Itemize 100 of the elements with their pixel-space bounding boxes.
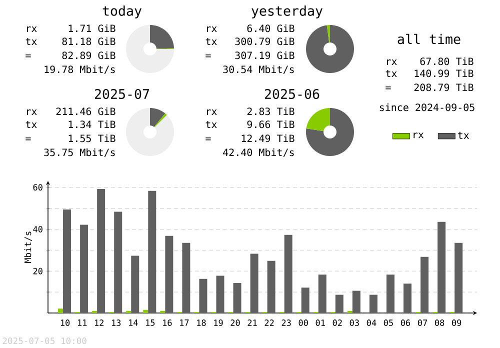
y-tick-label: 20 [33,268,42,274]
bar [182,242,190,314]
chart-title: 2025-06 [264,88,320,100]
text: = [206,54,211,58]
bar [284,234,292,314]
text: rx [26,26,37,32]
text: rx [26,109,37,115]
text: rx [206,26,217,32]
x-tick-label: 05 [384,320,393,326]
y-axis-title: Mbit/s [24,232,32,263]
bar [386,274,394,314]
bar [250,254,258,314]
x-tick-label: 17 [180,320,189,326]
legend-label: rx [414,132,424,138]
x-tick-label: 09 [452,320,462,326]
chart-title: today [102,6,142,18]
bar [216,276,224,314]
bar [143,310,148,314]
legend-label: tx [458,132,470,139]
text: 81.18 GiB [62,37,116,46]
text: 1.71 GiB [68,24,116,32]
text: 208.79 TiB [414,83,474,92]
text: tx [26,38,37,45]
text: 1.34 TiB [68,120,116,128]
x-tick-label: 02 [332,320,342,326]
x-tick-label: 19 [214,320,223,326]
bar [131,256,140,314]
text: tx [26,120,37,128]
x-tick-label: 07 [418,320,428,326]
text: 6.40 GiB [247,24,294,32]
bar [369,294,378,314]
y-tick-label: 40 [33,226,42,232]
text: 1.55 TiB [68,134,116,142]
bar [199,278,208,314]
text: 300.79 GiB [235,37,294,46]
bar [148,190,156,314]
x-tick-label: 23 [282,320,291,326]
x-tick-label: 01 [316,320,325,326]
x-tick-label: 20 [230,320,240,326]
text: 9.66 TiB [247,120,294,128]
x-tick-label: 10 [60,320,70,326]
text: 30.54 Mbit/s [223,65,294,74]
bar [420,256,429,314]
bar [318,274,326,314]
x-tick-label: 06 [400,320,410,326]
bar [233,283,242,314]
text: 2.83 TiB [247,107,294,116]
text: 82.89 GiB [62,51,116,60]
bar [352,290,360,314]
bar [438,222,446,314]
text: 307.19 GiB [235,51,294,60]
x-tick-label: 03 [350,320,359,326]
chart-title: yesterday [252,6,323,18]
text: = [386,86,391,90]
text: all time [398,34,460,44]
text: rx [386,59,397,65]
text: tx [206,38,217,45]
bar [92,310,98,314]
bar [335,294,344,314]
bar [80,224,88,314]
x-tick-label: 22 [264,320,274,326]
text: rx [206,109,217,115]
text: = [26,137,31,140]
bar [97,188,106,314]
text: since 2024-09-05 [380,103,474,112]
y-tick-label: 60 [33,184,42,191]
x-tick-label: 14 [129,320,138,326]
x-tick-label: 12 [94,320,104,326]
x-tick-label: 16 [163,320,172,326]
bar [165,236,174,314]
text: = [206,137,211,140]
text: 42.40 Mbit/s [223,148,294,157]
bar [454,242,463,314]
x-tick-label: 08 [434,320,444,326]
x-tick-label: 00 [298,320,308,326]
x-tick-label: 13 [112,320,121,326]
chart-title: 2025-07 [94,88,150,100]
x-tick-label: 21 [248,320,257,326]
bar [301,288,310,314]
bar [160,310,166,314]
text: = [26,54,31,58]
text: tx [206,120,217,128]
text: 35.75 Mbit/s [44,148,115,157]
text: 12.49 TiB [242,134,294,142]
bar [114,212,122,314]
text: tx [386,70,397,77]
bar [126,310,132,314]
bar [58,308,64,314]
text: 19.78 Mbit/s [44,65,115,74]
bar [347,310,352,314]
x-tick-label: 11 [78,320,87,326]
bar [267,260,276,314]
x-tick-label: 15 [146,320,155,326]
text: 211.46 GiB [56,107,116,116]
text: 140.99 TiB [414,69,474,78]
x-tick-label: 04 [366,320,376,326]
text: 67.80 TiB [420,57,474,66]
bar [63,210,72,314]
bar [404,284,412,314]
x-tick-label: 18 [197,320,206,326]
